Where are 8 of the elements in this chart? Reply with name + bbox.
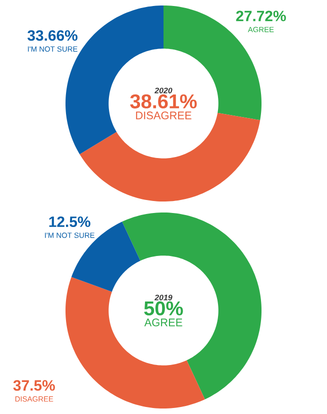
slice-label: DISAGREE [136, 112, 192, 120]
data-label: 50% [144, 301, 183, 316]
data-label: 37.5% [13, 380, 55, 391]
data-label: 38.61% [130, 94, 197, 108]
data-label: 12.5% [49, 216, 90, 228]
data-label: 33.66% [28, 30, 78, 41]
slice-label: AGREE [144, 318, 182, 326]
data-label: 27.72% [236, 10, 286, 22]
